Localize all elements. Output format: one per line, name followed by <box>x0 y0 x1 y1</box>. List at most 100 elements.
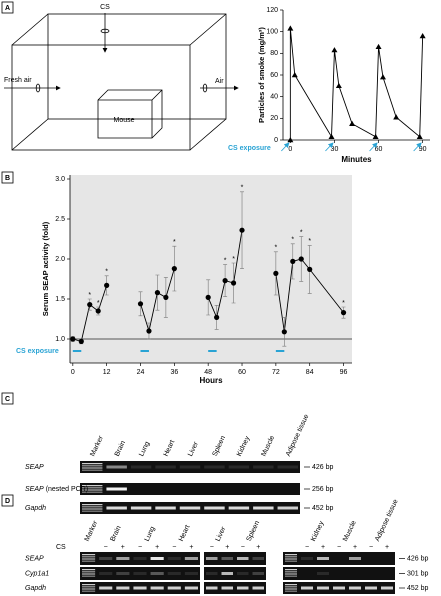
data-point <box>290 258 296 264</box>
gel-band <box>204 506 225 510</box>
gel-band <box>237 586 249 590</box>
significance-mark: * <box>224 257 227 264</box>
gel-band <box>253 506 274 510</box>
lane-label: Brain <box>109 525 122 543</box>
cs-sign: − <box>241 544 245 551</box>
gel-band <box>301 586 313 590</box>
gel-band <box>150 586 164 590</box>
data-point <box>104 282 110 288</box>
data-point <box>335 82 342 89</box>
gel-band <box>82 571 96 573</box>
gel-band <box>285 554 297 556</box>
gel-band <box>317 572 329 575</box>
mouse-label: Mouse <box>113 117 134 124</box>
letter-box <box>1 1 14 14</box>
gel-band <box>221 586 233 590</box>
cs-label: CS <box>100 4 110 11</box>
mouse-box <box>97 89 163 139</box>
gel-band <box>228 506 250 510</box>
y-tick-label: 80 <box>270 50 278 57</box>
gel-band <box>106 465 127 469</box>
gel-band <box>133 586 147 590</box>
gel-band <box>333 586 345 590</box>
gel-band <box>133 557 147 560</box>
annotation-arrow <box>369 142 378 152</box>
lane-label: Spleen <box>246 520 262 543</box>
gel-band <box>252 586 264 590</box>
size-label: 426 bp <box>407 555 429 562</box>
data-point <box>137 301 144 307</box>
gel-band <box>317 586 329 590</box>
cs-sign: − <box>210 544 214 551</box>
data-point <box>214 314 220 320</box>
gel-band <box>317 557 329 560</box>
gel-band <box>82 590 96 592</box>
row-label-gene: SEAP <box>25 464 44 471</box>
data-point <box>331 47 338 53</box>
row-label-gene: Gapdh <box>25 505 46 512</box>
lane-label: Marker <box>89 434 105 457</box>
significance-mark: * <box>342 300 345 307</box>
x-tick-label: 60 <box>238 369 246 376</box>
significance-mark: * <box>274 245 277 252</box>
cs-sign: − <box>104 544 108 551</box>
data-point <box>163 294 169 300</box>
data-point <box>307 266 313 272</box>
y-tick-label: 2.5 <box>55 216 65 223</box>
data-point <box>87 302 93 308</box>
gel-band <box>365 586 377 590</box>
gel-band <box>116 572 130 575</box>
data-line <box>289 28 424 140</box>
data-point <box>70 336 76 342</box>
lane-label: Muscle <box>260 434 276 457</box>
y-tick-label: 120 <box>266 7 278 14</box>
row-label: SEAP <box>25 555 44 562</box>
gel-band <box>82 469 103 471</box>
gel-band <box>150 557 164 560</box>
gel-image <box>204 552 266 565</box>
chart: 0 20 40 60 80 100 120 0 30 60 90 Minutes Particles o… <box>228 7 430 164</box>
gel-band <box>285 573 297 575</box>
gel-band <box>179 465 201 469</box>
x-tick-label: 30 <box>331 146 339 153</box>
gel-band <box>285 560 297 562</box>
gel-band <box>237 557 249 560</box>
plot-background <box>70 175 352 363</box>
gel-image <box>204 582 266 594</box>
gel-image <box>80 552 200 565</box>
gel-band <box>82 485 103 487</box>
letter-box <box>1 171 14 184</box>
air-outlet <box>202 83 208 93</box>
letter-box <box>1 392 14 405</box>
lane-label: Brain <box>114 440 127 458</box>
gel-band <box>206 557 218 560</box>
row-label: Gapdh <box>25 585 46 592</box>
data-point <box>340 310 347 316</box>
y-tick-label: 60 <box>270 72 278 79</box>
chamber-diagram: Mouse CS Fresh air Air <box>4 4 239 151</box>
gel-band <box>285 584 297 586</box>
gel-band <box>237 572 249 575</box>
y-tick-label: 100 <box>266 29 278 36</box>
cs-sign: − <box>172 544 176 551</box>
data-point <box>375 43 382 50</box>
gel-band <box>82 506 103 508</box>
gel-band <box>99 586 113 590</box>
gel-band <box>82 508 103 510</box>
gel-image <box>80 461 300 473</box>
data-point <box>230 280 237 286</box>
size-label: 426 bp <box>312 464 334 471</box>
significance-mark: * <box>97 300 100 307</box>
significance-mark: * <box>291 237 294 244</box>
gel-image <box>283 567 395 580</box>
x-tick-label: 36 <box>170 369 178 376</box>
data-point <box>379 74 386 80</box>
data-point <box>95 308 101 314</box>
data-point <box>287 137 294 143</box>
cs-sign: + <box>189 544 193 551</box>
gel-band <box>82 510 103 512</box>
data-point <box>328 133 335 139</box>
y-axis-label: Particles of smoke (mg/m³) <box>257 27 266 123</box>
gel-band <box>184 572 198 575</box>
y-tick-label: 1.5 <box>55 296 65 303</box>
